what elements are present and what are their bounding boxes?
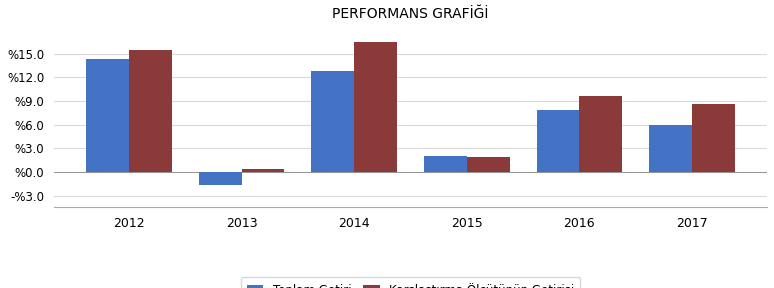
Title: PERFORMANS GRAFİĞİ: PERFORMANS GRAFİĞİ xyxy=(332,7,488,21)
Bar xyxy=(354,42,397,172)
Bar xyxy=(579,96,622,172)
Bar xyxy=(87,59,129,172)
Bar xyxy=(649,126,692,172)
Bar xyxy=(467,157,509,172)
Bar xyxy=(129,50,172,172)
Bar xyxy=(311,71,354,172)
Bar xyxy=(692,104,735,172)
Bar xyxy=(536,110,579,172)
Legend: Toplam Getiri, Karşlaştırma Ölçütünün Getirisi: Toplam Getiri, Karşlaştırma Ölçütünün Ge… xyxy=(241,277,580,288)
Bar xyxy=(424,156,467,172)
Bar xyxy=(241,169,284,172)
Bar xyxy=(199,172,241,185)
